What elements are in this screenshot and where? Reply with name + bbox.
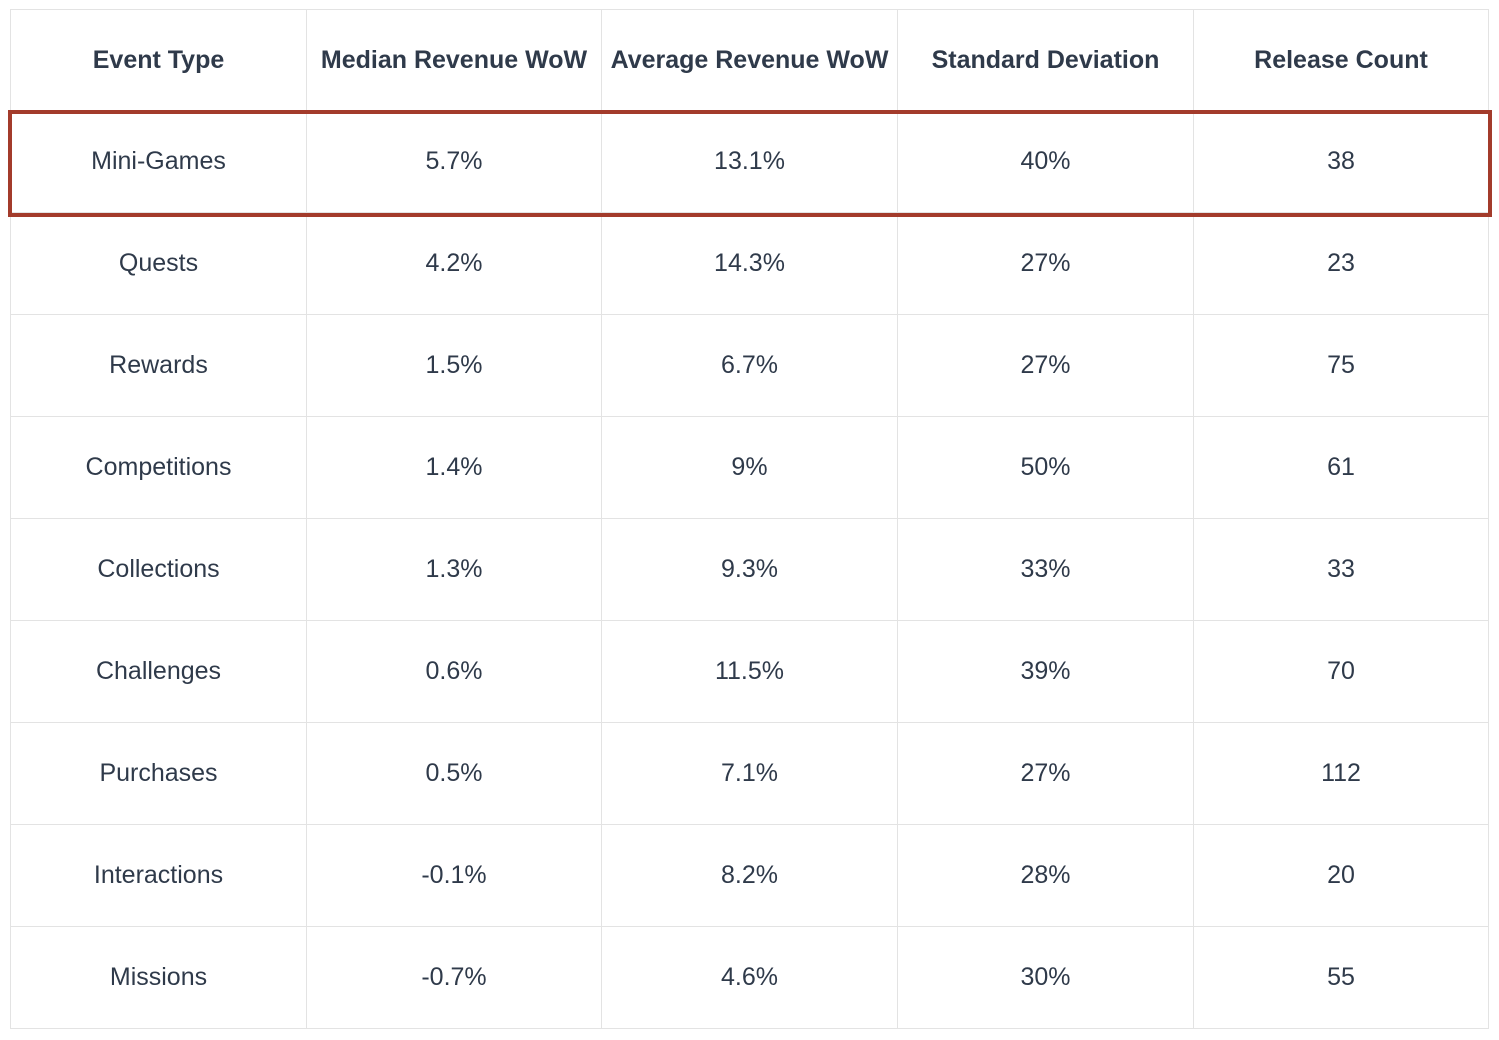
cell-standard-deviation: 27% <box>897 722 1194 825</box>
cell-event-type: Rewards <box>10 314 307 417</box>
cell-event-type: Interactions <box>10 824 307 927</box>
table-row: Competitions 1.4% 9% 50% 61 <box>10 416 1489 519</box>
cell-event-type: Mini-Games <box>10 110 307 213</box>
cell-average-revenue: 9% <box>601 416 898 519</box>
cell-release-count: 61 <box>1193 416 1489 519</box>
cell-average-revenue: 4.6% <box>601 926 898 1029</box>
cell-release-count: 55 <box>1193 926 1489 1029</box>
cell-median-revenue: 0.5% <box>306 722 602 825</box>
cell-average-revenue: 7.1% <box>601 722 898 825</box>
cell-release-count: 38 <box>1193 110 1489 213</box>
cell-average-revenue: 8.2% <box>601 824 898 927</box>
cell-median-revenue: -0.1% <box>306 824 602 927</box>
cell-release-count: 112 <box>1193 722 1489 825</box>
cell-average-revenue: 11.5% <box>601 620 898 723</box>
header-release-count[interactable]: Release Count <box>1193 9 1489 111</box>
cell-event-type: Challenges <box>10 620 307 723</box>
cell-standard-deviation: 40% <box>897 110 1194 213</box>
event-type-table: Event Type Median Revenue WoW Average Re… <box>10 9 1489 1029</box>
table-body: Mini-Games 5.7% 13.1% 40% 38 Quests 4.2%… <box>10 110 1489 1029</box>
header-median-revenue-wow[interactable]: Median Revenue WoW <box>306 9 602 111</box>
cell-event-type: Competitions <box>10 416 307 519</box>
cell-event-type: Quests <box>10 212 307 315</box>
cell-median-revenue: 1.3% <box>306 518 602 621</box>
header-row: Event Type Median Revenue WoW Average Re… <box>10 9 1489 111</box>
table-row: Missions -0.7% 4.6% 30% 55 <box>10 926 1489 1029</box>
cell-standard-deviation: 30% <box>897 926 1194 1029</box>
header-standard-deviation[interactable]: Standard Deviation <box>897 9 1194 111</box>
cell-average-revenue: 14.3% <box>601 212 898 315</box>
table-row: Purchases 0.5% 7.1% 27% 112 <box>10 722 1489 825</box>
cell-standard-deviation: 27% <box>897 212 1194 315</box>
cell-release-count: 75 <box>1193 314 1489 417</box>
cell-event-type: Collections <box>10 518 307 621</box>
cell-average-revenue: 13.1% <box>601 110 898 213</box>
header-average-revenue-wow[interactable]: Average Revenue WoW <box>601 9 898 111</box>
cell-average-revenue: 6.7% <box>601 314 898 417</box>
cell-standard-deviation: 27% <box>897 314 1194 417</box>
cell-median-revenue: 1.4% <box>306 416 602 519</box>
table-row: Rewards 1.5% 6.7% 27% 75 <box>10 314 1489 417</box>
cell-median-revenue: -0.7% <box>306 926 602 1029</box>
cell-average-revenue: 9.3% <box>601 518 898 621</box>
cell-release-count: 23 <box>1193 212 1489 315</box>
cell-median-revenue: 5.7% <box>306 110 602 213</box>
cell-release-count: 20 <box>1193 824 1489 927</box>
table-row: Interactions -0.1% 8.2% 28% 20 <box>10 824 1489 927</box>
table-row: Challenges 0.6% 11.5% 39% 70 <box>10 620 1489 723</box>
table-row: Mini-Games 5.7% 13.1% 40% 38 <box>10 110 1489 213</box>
cell-median-revenue: 4.2% <box>306 212 602 315</box>
cell-median-revenue: 1.5% <box>306 314 602 417</box>
cell-event-type: Missions <box>10 926 307 1029</box>
table-container: Event Type Median Revenue WoW Average Re… <box>10 9 1489 1029</box>
cell-release-count: 70 <box>1193 620 1489 723</box>
cell-standard-deviation: 50% <box>897 416 1194 519</box>
cell-standard-deviation: 33% <box>897 518 1194 621</box>
cell-standard-deviation: 39% <box>897 620 1194 723</box>
cell-median-revenue: 0.6% <box>306 620 602 723</box>
cell-event-type: Purchases <box>10 722 307 825</box>
cell-release-count: 33 <box>1193 518 1489 621</box>
cell-standard-deviation: 28% <box>897 824 1194 927</box>
table-row: Collections 1.3% 9.3% 33% 33 <box>10 518 1489 621</box>
header-event-type[interactable]: Event Type <box>10 9 307 111</box>
table-row: Quests 4.2% 14.3% 27% 23 <box>10 212 1489 315</box>
